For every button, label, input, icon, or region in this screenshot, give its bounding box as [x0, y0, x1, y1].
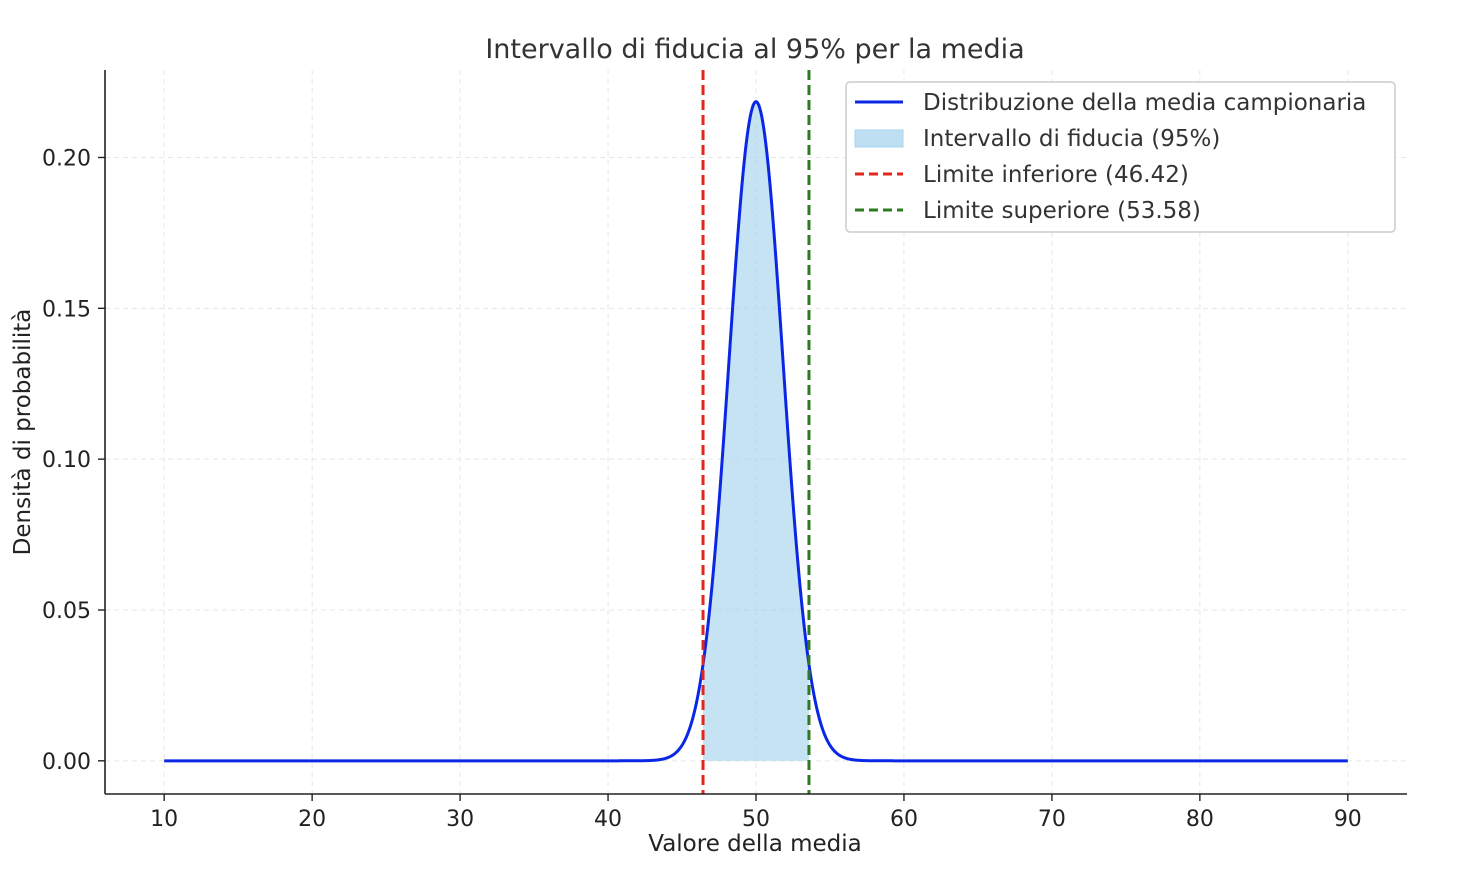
legend-item: Limite superiore (53.58): [855, 198, 1201, 224]
x-tick-label: 90: [1334, 807, 1362, 832]
limit-lines: [701, 70, 811, 794]
y-tick-label: 0.15: [42, 297, 91, 322]
x-axis-label: Valore della media: [648, 831, 862, 857]
legend-label: Intervallo di fiducia (95%): [923, 126, 1220, 152]
x-tick-label: 40: [594, 807, 622, 832]
x-tick-label: 80: [1186, 807, 1214, 832]
x-tick-label: 50: [742, 807, 770, 832]
legend-label: Limite superiore (53.58): [923, 198, 1201, 224]
x-tick-label: 20: [298, 807, 326, 832]
x-tick-label: 70: [1038, 807, 1066, 832]
legend-swatch: [854, 129, 904, 148]
x-tick-label: 10: [150, 807, 178, 832]
legend: Distribuzione della media campionaria Int…: [845, 81, 1396, 233]
legend-item: Intervallo di fiducia (95%): [854, 126, 1220, 152]
legend-item: Limite inferiore (46.42): [855, 162, 1189, 188]
legend-label: Limite inferiore (46.42): [923, 162, 1189, 188]
y-tick-label: 0.00: [42, 750, 91, 775]
confidence-interval-fill: [703, 101, 809, 761]
x-tick-label: 30: [446, 807, 474, 832]
y-tick-label: 0.05: [42, 599, 91, 624]
y-tick-label: 0.20: [42, 146, 91, 171]
x-ticks: 10 20 30 40 50 60 70 80 90: [150, 794, 1362, 832]
legend-label: Distribuzione della media campionaria: [923, 90, 1366, 116]
y-axis-label: Densità di probabilità: [10, 309, 36, 556]
legend-item: Distribuzione della media campionaria: [855, 90, 1366, 116]
legend-box: [845, 81, 1396, 233]
y-ticks: 0.00 0.05 0.10 0.15 0.20: [42, 146, 105, 775]
density-curve: [164, 100, 1348, 763]
y-tick-label: 0.10: [42, 448, 91, 473]
x-tick-label: 60: [890, 807, 918, 832]
chart-title: Intervallo di fiducia al 95% per la medi…: [485, 34, 1024, 65]
